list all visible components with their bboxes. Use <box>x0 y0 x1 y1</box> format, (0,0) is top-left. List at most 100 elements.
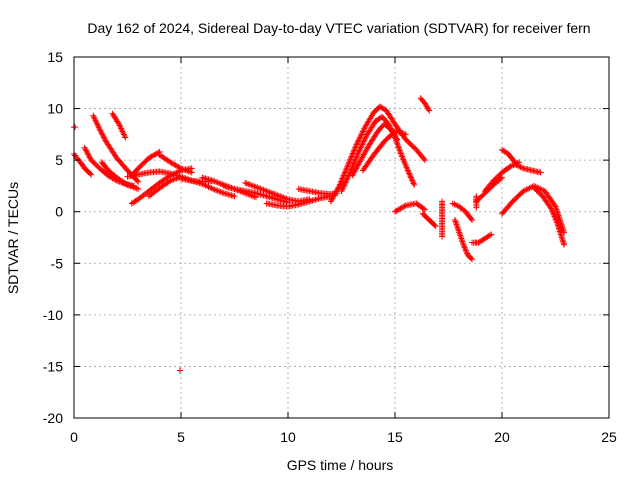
y-tick-label--5: -5 <box>51 255 64 271</box>
data-track-25 <box>439 198 446 240</box>
data-point <box>120 129 127 136</box>
data-track-23 <box>392 200 428 215</box>
data-point <box>357 144 364 151</box>
data-point <box>188 169 195 176</box>
data-point <box>358 131 365 138</box>
data-point <box>357 134 364 141</box>
data-point <box>396 146 403 153</box>
data-point <box>358 143 365 150</box>
data-point <box>407 173 414 180</box>
data-point <box>96 126 103 133</box>
data-point <box>341 169 348 176</box>
data-point <box>432 223 439 230</box>
y-tick-label-5: 5 <box>55 152 63 168</box>
data-point <box>341 171 348 178</box>
data-point <box>346 159 353 166</box>
data-point <box>120 131 127 138</box>
data-track-22 <box>417 95 433 114</box>
data-track-10 <box>145 173 184 200</box>
data-track-35 <box>531 184 568 248</box>
data-point <box>561 229 568 236</box>
data-point <box>339 185 346 192</box>
data-point <box>406 170 413 177</box>
data-track-24 <box>419 210 439 230</box>
data-point <box>359 141 366 148</box>
data-point <box>351 159 358 166</box>
data-point <box>357 145 364 152</box>
data-point <box>469 216 476 223</box>
data-point <box>511 161 518 168</box>
data-point <box>176 164 183 171</box>
data-point <box>340 172 347 179</box>
data-track-5 <box>109 110 129 141</box>
data-point <box>551 202 558 209</box>
data-point <box>81 144 88 151</box>
data-point <box>421 157 428 164</box>
data-point <box>537 169 544 176</box>
y-tick-label-10: 10 <box>47 101 63 117</box>
data-point <box>507 163 514 170</box>
x-axis-title: GPS time / hours <box>287 457 394 473</box>
data-track-33 <box>511 161 544 176</box>
data-point <box>134 177 141 184</box>
data-track-17 <box>295 186 341 198</box>
data-point <box>345 160 352 167</box>
data-point <box>123 180 130 187</box>
data-point <box>352 143 359 150</box>
x-tick-label-25: 25 <box>601 429 617 445</box>
data-point <box>165 178 172 185</box>
data-point <box>404 167 411 174</box>
data-point <box>335 184 342 191</box>
data-point <box>408 176 415 183</box>
data-track-12 <box>178 175 238 200</box>
data-point <box>231 193 238 200</box>
data-point <box>463 249 470 256</box>
data-point <box>344 163 351 170</box>
data-track-26 <box>449 200 476 223</box>
data-point <box>420 205 427 212</box>
data-point <box>397 149 404 156</box>
isolated-point-1 <box>176 367 183 374</box>
data-point <box>341 180 348 187</box>
data-point <box>350 160 357 167</box>
y-tick-label--10: -10 <box>43 307 63 323</box>
data-point <box>350 149 357 156</box>
data-point <box>354 151 361 158</box>
x-tick-label-5: 5 <box>177 429 185 445</box>
data-track-32 <box>499 146 518 166</box>
data-point <box>469 256 476 263</box>
data-point <box>95 124 102 131</box>
data-point <box>361 137 368 144</box>
grid-lines <box>74 57 609 418</box>
data-point <box>343 166 350 173</box>
data-point <box>91 115 98 122</box>
data-track-9 <box>156 151 195 176</box>
data-point <box>348 153 355 160</box>
data-point <box>487 232 494 239</box>
data-point <box>98 130 105 137</box>
data-point <box>362 134 369 141</box>
data-point <box>401 203 408 210</box>
data-point <box>409 177 416 184</box>
data-point <box>92 117 99 124</box>
data-point <box>395 143 402 150</box>
data-point <box>85 151 92 158</box>
data-point <box>508 162 515 169</box>
data-point <box>97 127 104 134</box>
data-point <box>408 174 415 181</box>
data-point <box>115 121 122 128</box>
data-point <box>421 206 428 213</box>
data-point <box>356 147 363 154</box>
data-point <box>343 176 350 183</box>
data-point <box>85 153 92 160</box>
data-point <box>357 132 364 139</box>
data-point <box>340 183 347 190</box>
data-point <box>344 175 351 182</box>
data-point <box>517 164 524 171</box>
data-point <box>338 188 345 195</box>
data-point <box>518 164 525 171</box>
data-point <box>460 241 467 248</box>
data-track-6 <box>98 159 142 193</box>
data-point <box>101 135 108 142</box>
